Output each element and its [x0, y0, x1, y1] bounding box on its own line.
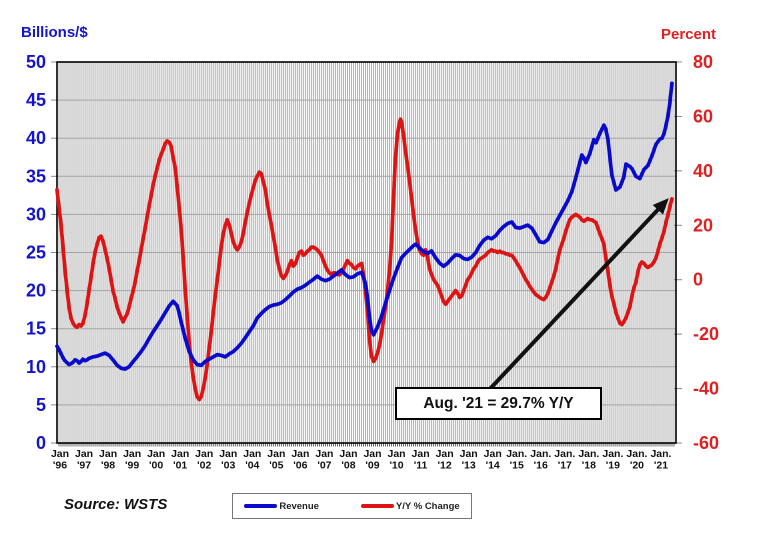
annotation-box: Aug. '21 = 29.7% Y/Y	[395, 387, 602, 420]
svg-text:35: 35	[26, 166, 46, 186]
svg-text:60: 60	[693, 106, 713, 126]
svg-text:50: 50	[26, 52, 46, 72]
svg-text:'16: '16	[534, 460, 548, 472]
svg-text:Jan: Jan	[195, 448, 213, 460]
svg-text:Jan: Jan	[267, 448, 285, 460]
svg-text:'14: '14	[486, 460, 500, 472]
svg-text:Jan: Jan	[460, 448, 478, 460]
svg-text:'08: '08	[341, 460, 355, 472]
svg-text:20: 20	[26, 281, 46, 301]
svg-text:'12: '12	[438, 460, 452, 472]
svg-text:Jan: Jan	[484, 448, 502, 460]
legend-label-revenue: Revenue	[279, 500, 319, 512]
svg-text:'13: '13	[462, 460, 476, 472]
svg-text:'01: '01	[173, 460, 187, 472]
svg-text:'00: '00	[149, 460, 163, 472]
plot-border	[56, 61, 677, 444]
svg-text:-40: -40	[693, 379, 719, 399]
legend-label-yoy: Y/Y % Change	[395, 500, 460, 512]
svg-text:Jan: Jan	[412, 448, 430, 460]
svg-text:Jan.: Jan.	[626, 448, 647, 460]
svg-text:Jan: Jan	[75, 448, 93, 460]
svg-text:-60: -60	[693, 433, 719, 453]
svg-text:0: 0	[693, 270, 703, 290]
svg-text:Jan.: Jan.	[530, 448, 551, 460]
svg-text:Jan.: Jan.	[578, 448, 599, 460]
svg-text:'21: '21	[654, 460, 668, 472]
source-label: Source: WSTS	[64, 496, 168, 513]
svg-text:'20: '20	[630, 460, 644, 472]
svg-text:10: 10	[26, 357, 46, 377]
svg-text:Jan: Jan	[219, 448, 237, 460]
right-axis-labels: -60 -40 -20 0 20 40 60 80	[693, 52, 719, 453]
svg-text:Jan: Jan	[387, 448, 405, 460]
gridlines	[57, 62, 676, 443]
yoy-line-swatch	[360, 504, 394, 508]
legend: Revenue Y/Y % Change	[232, 493, 472, 519]
svg-text:'04: '04	[245, 460, 259, 472]
svg-text:Jan: Jan	[291, 448, 309, 460]
svg-text:'19: '19	[606, 460, 620, 472]
svg-text:15: 15	[26, 319, 46, 339]
annotation-text: Aug. '21 = 29.7% Y/Y	[423, 394, 574, 412]
svg-text:'06: '06	[293, 460, 307, 472]
svg-text:'10: '10	[389, 460, 403, 472]
revenue-line-swatch	[244, 504, 278, 508]
svg-text:'03: '03	[221, 460, 235, 472]
svg-text:80: 80	[693, 52, 713, 72]
svg-text:30: 30	[26, 204, 46, 224]
right-axis-title: Percent	[661, 26, 717, 43]
svg-text:0: 0	[36, 433, 46, 453]
svg-text:'07: '07	[317, 460, 331, 472]
svg-text:'99: '99	[125, 460, 139, 472]
svg-text:Jan: Jan	[339, 448, 357, 460]
svg-text:'05: '05	[269, 460, 283, 472]
svg-text:Jan: Jan	[51, 448, 69, 460]
svg-text:Jan: Jan	[171, 448, 189, 460]
svg-text:Jan: Jan	[123, 448, 141, 460]
svg-text:Jan: Jan	[315, 448, 333, 460]
svg-text:'17: '17	[558, 460, 572, 472]
annotation-arrowhead	[652, 198, 669, 215]
svg-text:Jan.: Jan.	[506, 448, 527, 460]
left-axis-labels: 0 5 10 15 20 25 30 35 40 45 50	[26, 52, 46, 453]
left-axis-title: Billions/$	[21, 24, 88, 41]
svg-text:40: 40	[693, 161, 713, 181]
svg-text:Jan.: Jan.	[650, 448, 671, 460]
svg-text:'09: '09	[365, 460, 379, 472]
svg-text:Jan.: Jan.	[554, 448, 575, 460]
svg-text:Jan: Jan	[147, 448, 165, 460]
svg-text:Jan: Jan	[243, 448, 261, 460]
svg-text:25: 25	[26, 243, 46, 263]
svg-text:'15: '15	[510, 460, 524, 472]
svg-text:'02: '02	[197, 460, 211, 472]
annotation-arrow	[486, 203, 665, 393]
svg-text:'98: '98	[101, 460, 115, 472]
svg-text:Jan: Jan	[436, 448, 454, 460]
x-axis-labels: Jan'96Jan'97Jan'98Jan'99Jan'00Jan'01Jan'…	[51, 448, 672, 472]
svg-text:Jan: Jan	[99, 448, 117, 460]
svg-text:Jan: Jan	[363, 448, 381, 460]
svg-text:-20: -20	[693, 324, 719, 344]
svg-text:40: 40	[26, 128, 46, 148]
svg-text:'96: '96	[53, 460, 67, 472]
svg-text:'11: '11	[414, 460, 428, 472]
svg-text:45: 45	[26, 90, 46, 110]
svg-text:Jan.: Jan.	[602, 448, 623, 460]
revenue-line	[55, 81, 674, 371]
svg-text:20: 20	[693, 215, 713, 235]
svg-text:'18: '18	[582, 460, 596, 472]
svg-text:'97: '97	[77, 460, 91, 472]
svg-text:5: 5	[36, 395, 46, 415]
